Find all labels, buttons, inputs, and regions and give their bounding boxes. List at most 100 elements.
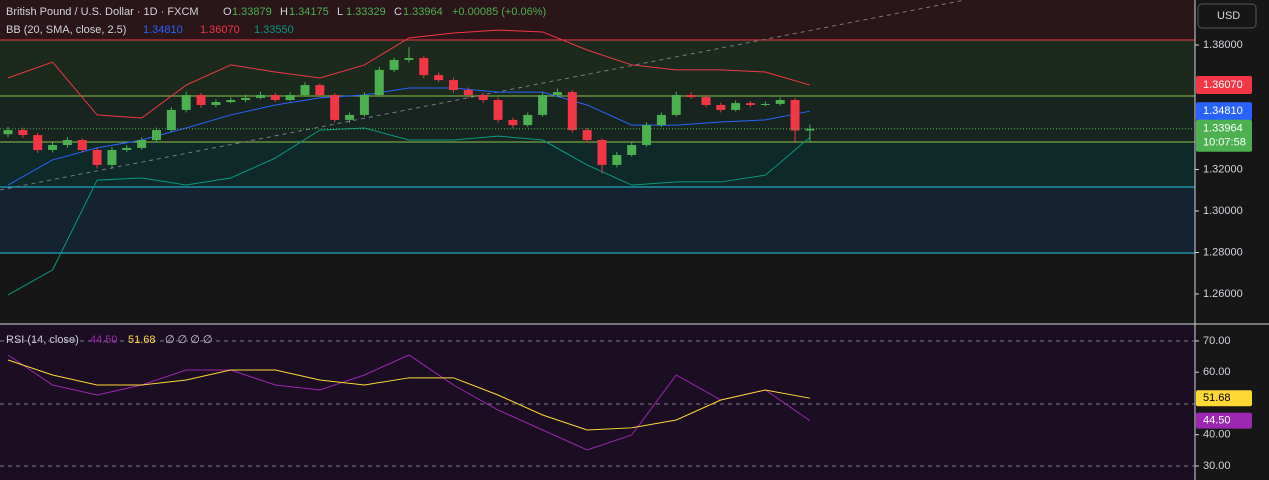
y-tick-label: 1.26000	[1203, 288, 1243, 300]
price-tag-bg	[1196, 76, 1252, 95]
currency-button[interactable]	[1197, 3, 1257, 29]
y-tick-label: 1.28000	[1203, 246, 1243, 258]
candle-body	[701, 97, 711, 105]
candle-body	[567, 92, 577, 131]
rsi-tag-bg	[1196, 390, 1252, 407]
candle-body	[270, 95, 280, 100]
rsi-panel	[0, 325, 1195, 480]
candle-body	[389, 59, 399, 70]
candle-body	[166, 109, 176, 131]
candle-body	[404, 58, 414, 60]
y-tick-label: 30.00	[1203, 460, 1231, 472]
rsi-title: RSI (14, close)	[6, 334, 79, 346]
chart-title: British Pound / U.S. Dollar · 1D · FXCM	[6, 6, 199, 18]
candle-body	[434, 75, 444, 81]
zone	[0, 40, 1195, 96]
y-tick-label: 70.00	[1203, 335, 1231, 347]
candle-body	[493, 99, 503, 120]
ohlc-value: 1.34175	[289, 6, 329, 18]
candle-body	[775, 99, 785, 104]
candle-body	[374, 69, 384, 96]
price-tag: 1.34810	[1203, 105, 1243, 117]
y-tick-label: 1.38000	[1203, 39, 1243, 51]
last-price: 1.33964	[1203, 123, 1243, 135]
candle-body	[107, 149, 117, 165]
legend-value: 44.50	[90, 334, 118, 346]
indicator-line	[7, 359, 810, 431]
legend-value: 1.36070	[200, 24, 240, 36]
candle-body	[181, 95, 191, 110]
candle-body	[33, 135, 43, 150]
trend-line	[0, 0, 966, 191]
last-price-bg	[1196, 119, 1252, 152]
candle-body	[760, 103, 770, 105]
candle-body	[48, 145, 58, 150]
candle-body	[716, 104, 726, 110]
candle-body	[612, 154, 622, 165]
candle-body	[671, 95, 681, 115]
candle-body	[152, 130, 161, 141]
candle-body	[3, 130, 13, 135]
candle-body	[478, 95, 488, 100]
candle-body	[62, 140, 72, 146]
legend-value: 1.33550	[254, 24, 294, 36]
candle-body	[77, 140, 87, 150]
legend-value: 51.68	[128, 334, 156, 346]
candle-body	[790, 99, 800, 131]
candle-body	[226, 99, 236, 103]
candle-body	[137, 140, 147, 148]
indicator-line	[7, 127, 811, 296]
ohlc-value: 1.33329	[346, 6, 386, 18]
currency[interactable]: USD	[1217, 10, 1240, 22]
candle-body	[315, 85, 325, 96]
rsi-tag: 51.68	[1203, 392, 1231, 404]
candle-body	[18, 130, 28, 136]
ohlc-value: 1.33964	[403, 6, 443, 18]
candle-body	[582, 130, 592, 141]
candle-body	[345, 114, 355, 120]
candle-body	[211, 102, 221, 105]
candle-body	[746, 103, 755, 105]
ohlc-value: 1.33879	[232, 6, 272, 18]
candle-body	[255, 95, 265, 98]
candle-body	[285, 95, 295, 100]
indicator-line	[7, 29, 811, 119]
candle-body	[627, 145, 637, 155]
rsi-tag-bg	[1196, 412, 1252, 429]
y-tick-label: 60.00	[1203, 366, 1231, 378]
countdown: 10:07:58	[1203, 137, 1246, 149]
ohlc-key: O	[223, 6, 232, 18]
candle-body	[805, 128, 815, 131]
candle-body	[552, 92, 562, 96]
legend-value: 1.34810	[143, 24, 183, 36]
candle-body	[731, 103, 741, 110]
indicator-title: BB (20, SMA, close, 2.5)	[6, 24, 126, 36]
candle-body	[359, 95, 369, 115]
candle-body	[523, 114, 533, 126]
candle-body	[538, 95, 548, 115]
rsi-extra: ∅ ∅ ∅ ∅	[165, 334, 213, 346]
price-tag: 1.36070	[1203, 79, 1243, 91]
candle-body	[597, 140, 607, 165]
candle-body	[508, 119, 518, 126]
zone	[0, 187, 1195, 253]
candle-body	[419, 58, 429, 76]
candle-body	[241, 97, 251, 100]
candle-body	[300, 85, 310, 96]
y-tick-label: 1.30000	[1203, 205, 1243, 217]
zone	[0, 96, 1195, 142]
candle-body	[196, 95, 206, 105]
rsi-tag: 44.50	[1203, 415, 1231, 427]
ohlc-key: C	[394, 6, 402, 18]
candle-body	[330, 95, 340, 120]
candle-body	[642, 125, 652, 146]
change: +0.00085 (+0.06%)	[452, 6, 546, 18]
zone	[0, 0, 1195, 40]
candle-body	[656, 114, 666, 126]
price-tag-bg	[1196, 102, 1252, 121]
ohlc-key: H	[280, 6, 288, 18]
y-tick-label: 40.00	[1203, 429, 1231, 441]
candle-body	[449, 80, 458, 91]
